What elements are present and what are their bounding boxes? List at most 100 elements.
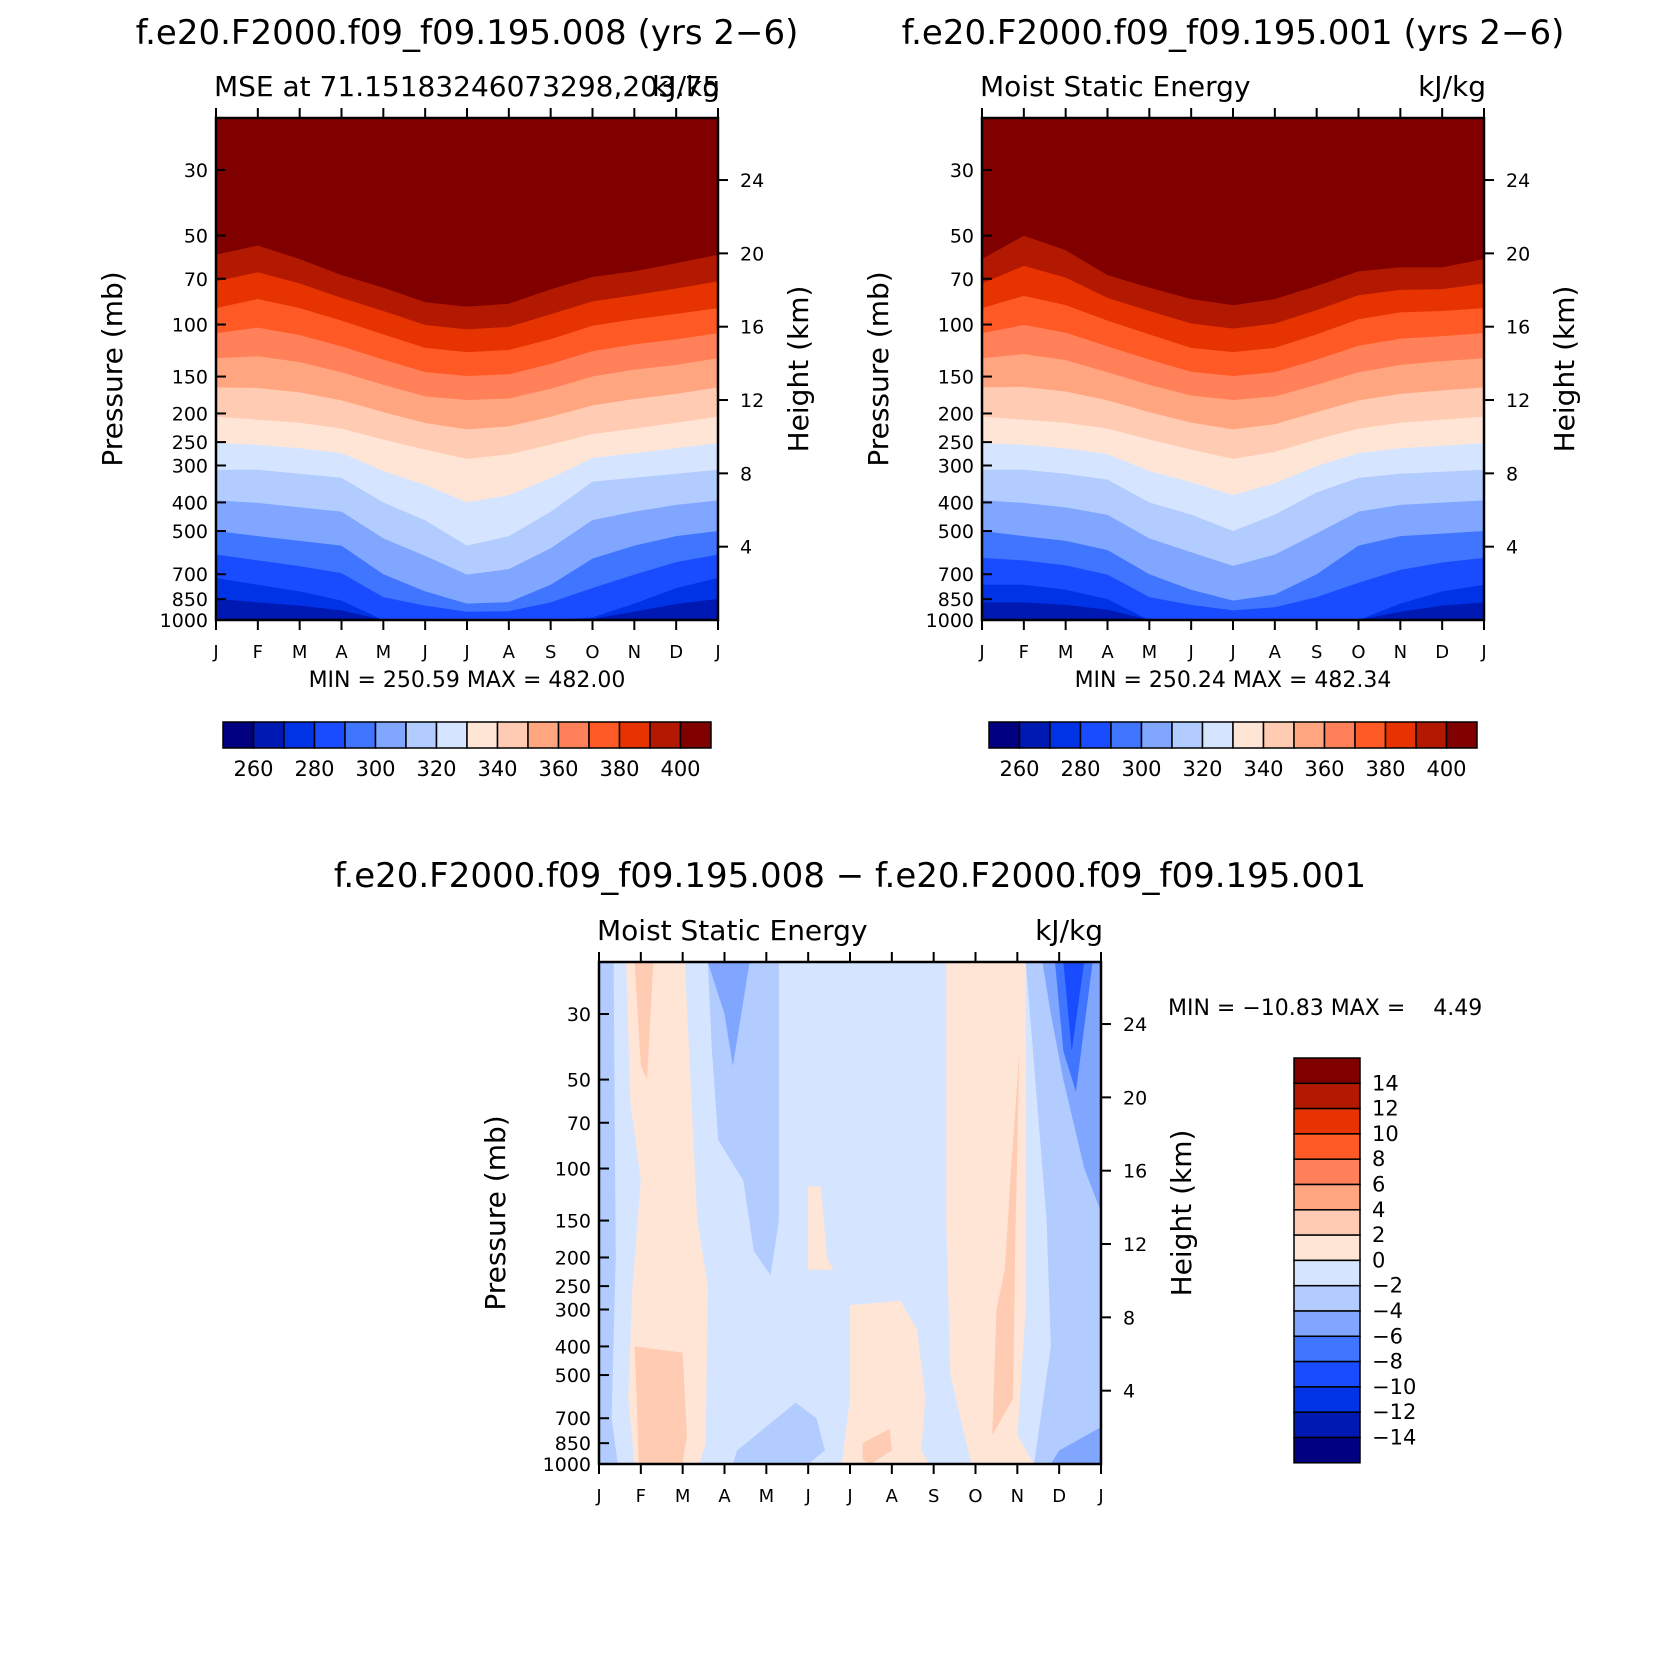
contour-band (626, 962, 708, 1464)
month-label: N (1394, 642, 1407, 663)
pressure-tick-label: 300 (555, 1300, 591, 1322)
pressure-tick-label: 30 (950, 160, 974, 182)
month-label: M (292, 642, 308, 663)
month-label: A (718, 1486, 731, 1507)
height-tick-label: 20 (1123, 1087, 1147, 1109)
colorbar-swatch (1293, 1335, 1361, 1363)
height-tick-label: 16 (1506, 317, 1530, 339)
pressure-tick-label: 500 (938, 521, 974, 543)
pressure-tick-label: 150 (555, 1211, 591, 1233)
panel-difference-subtitle-left: Moist Static Energy (597, 914, 868, 947)
colorbar-label: 400 (660, 757, 700, 781)
height-tick-label: 16 (740, 317, 764, 339)
colorbar-label: 12 (1372, 1097, 1399, 1121)
panel-case-ylabel: Pressure (mb) (96, 271, 129, 466)
month-label: M (376, 642, 392, 663)
contour-band (599, 962, 618, 1464)
colorbar-label: −2 (1372, 1274, 1403, 1298)
month-label: M (759, 1486, 775, 1507)
colorbar-swatch (1293, 1158, 1361, 1186)
colorbar-swatch (222, 721, 255, 749)
panel-case-subtitle-right: kJ/kg (652, 70, 720, 103)
pressure-tick-label: 70 (567, 1113, 591, 1135)
height-tick-label: 8 (1123, 1307, 1135, 1329)
colorbar-swatch (1384, 721, 1417, 749)
colorbar-swatch (1445, 721, 1478, 749)
pressure-tick-label: 50 (567, 1070, 591, 1092)
height-tick-label: 12 (1123, 1234, 1147, 1256)
month-label: J (1188, 642, 1194, 663)
pressure-tick-label: 700 (555, 1408, 591, 1430)
month-label: N (628, 642, 641, 663)
colorbar-swatch (1110, 721, 1143, 749)
panel-control: f.e20.F2000.f09_f09.195.001 (yrs 2−6) Mo… (862, 13, 1581, 781)
pressure-tick-label: 30 (567, 1004, 591, 1026)
month-label: J (1229, 642, 1235, 663)
height-tick-label: 8 (740, 463, 752, 485)
height-tick-label: 4 (740, 537, 752, 559)
pressure-tick-label: 1000 (926, 610, 974, 632)
colorbar-swatch (1201, 721, 1234, 749)
colorbar-label: 300 (355, 757, 395, 781)
pressure-tick-label: 1000 (543, 1454, 591, 1476)
colorbar-label: 14 (1372, 1071, 1399, 1095)
colorbar-label: 340 (477, 757, 517, 781)
colorbar-swatch (1293, 1082, 1361, 1110)
colorbar-label: 320 (416, 757, 456, 781)
month-label: O (585, 642, 599, 663)
colorbar-swatch (1293, 1284, 1361, 1312)
colorbar-swatch (1018, 721, 1051, 749)
colorbar-swatch (1323, 721, 1356, 749)
pressure-tick-label: 500 (555, 1365, 591, 1387)
height-tick-label: 16 (1123, 1161, 1147, 1183)
panel-case-subtitle-left: MSE at 71.15183246073298,203.75 (214, 70, 720, 103)
contour-band (216, 118, 718, 284)
month-label: J (846, 1486, 852, 1507)
colorbar-swatch (1140, 721, 1173, 749)
month-label: M (675, 1486, 691, 1507)
height-tick-label: 20 (1506, 243, 1530, 265)
month-label: M (1142, 642, 1158, 663)
contour-band (808, 1186, 834, 1270)
colorbar-swatch (1293, 1234, 1361, 1262)
height-tick-label: 24 (740, 170, 764, 192)
height-tick-label: 8 (1506, 463, 1518, 485)
pressure-tick-label: 200 (938, 403, 974, 425)
panel-control-title: f.e20.F2000.f09_f09.195.001 (yrs 2−6) (902, 13, 1565, 53)
month-label: D (669, 642, 683, 663)
pressure-tick-label: 50 (950, 226, 974, 248)
pressure-tick-label: 100 (555, 1159, 591, 1181)
colorbar-swatch (1049, 721, 1082, 749)
colorbar-swatch (679, 721, 712, 749)
colorbar-label: 260 (233, 757, 273, 781)
month-label: J (595, 1486, 601, 1507)
contour-band (1042, 962, 1101, 1212)
colorbar-swatch (1293, 1411, 1361, 1439)
panel-difference-title: f.e20.F2000.f09_f09.195.008 − f.e20.F200… (334, 856, 1366, 896)
colorbar-label: 380 (599, 757, 639, 781)
colorbar-swatch (1293, 1057, 1361, 1085)
month-label: J (463, 642, 469, 663)
pressure-tick-label: 250 (555, 1276, 591, 1298)
pressure-tick-label: 850 (172, 589, 208, 611)
pressure-tick-label: 30 (184, 160, 208, 182)
contour-band (982, 118, 1484, 283)
colorbar-label: −8 (1372, 1350, 1403, 1374)
month-label: J (422, 642, 428, 663)
colorbar-swatch (405, 721, 438, 749)
colorbar-swatch (557, 721, 590, 749)
panel-control-colorbar: 260 280 300 320 340 360 380 400 (988, 721, 1478, 781)
panel-case-title: f.e20.F2000.f09_f09.195.008 (yrs 2−6) (136, 13, 799, 53)
pressure-tick-label: 1000 (160, 610, 208, 632)
contour-band (992, 1050, 1020, 1436)
colorbar-label: 4 (1372, 1198, 1385, 1222)
colorbar-swatch (1079, 721, 1112, 749)
pressure-tick-label: 250 (938, 432, 974, 454)
panel-case: f.e20.F2000.f09_f09.195.008 (yrs 2−6) MS… (96, 13, 815, 781)
colorbar-label: 8 (1372, 1147, 1385, 1171)
month-label: S (1311, 642, 1322, 663)
